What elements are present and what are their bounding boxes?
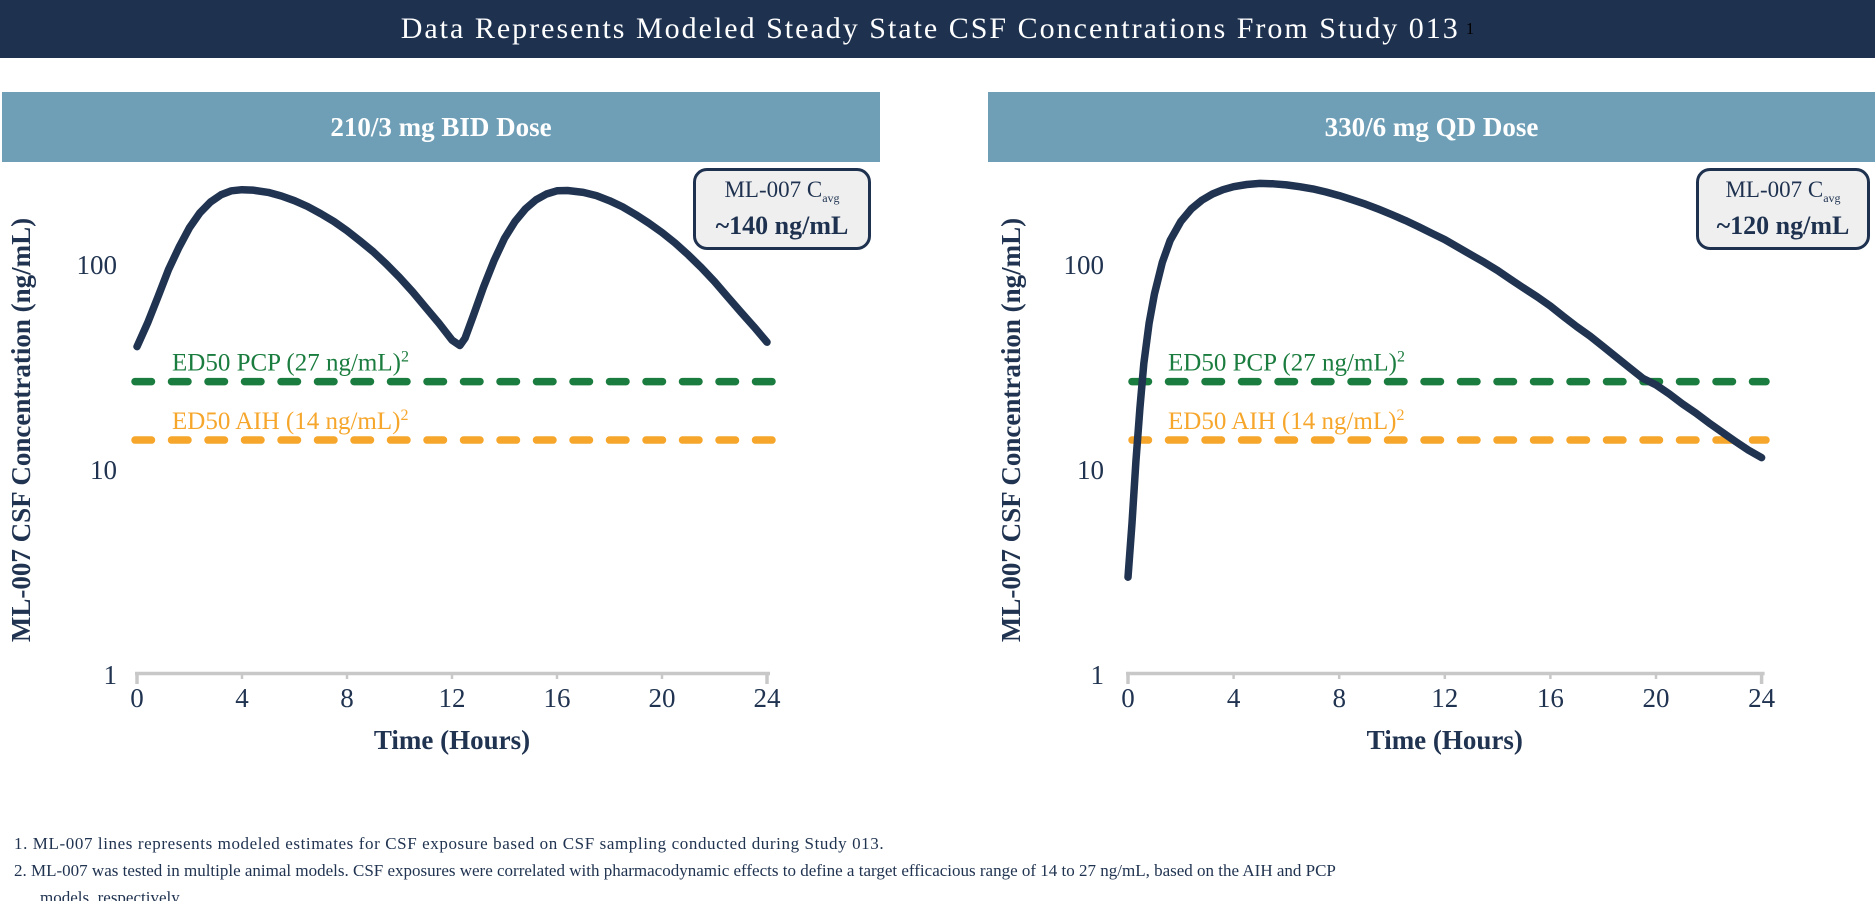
panel-title-right: 330/6 mg QD Dose (1324, 111, 1539, 142)
y-tick-label: 1 (104, 660, 118, 690)
x-tick-label: 8 (1332, 683, 1346, 713)
y-axis-title: ML-007 CSF Concentration (ng/mL) (6, 218, 36, 642)
title-bar: Data Represents Modeled Steady State CSF… (0, 0, 1875, 58)
panel-header-qd-dose: 330/6 mg QD Dose (988, 92, 1875, 162)
x-axis-title: Time (Hours) (1367, 725, 1523, 755)
page-title: Data Represents Modeled Steady State CSF… (400, 12, 1460, 45)
x-tick-label: 4 (235, 683, 249, 713)
cavg-value-left: ~140 ng/mL (715, 211, 849, 240)
cavg-label-left: ML-007 Cavg (724, 177, 840, 205)
x-tick-label: 20 (649, 683, 676, 713)
x-tick-label: 24 (1748, 683, 1776, 713)
x-tick-label: 12 (439, 683, 466, 713)
cavg-legend-right: ML-007 Cavg ~120 ng/mL (1696, 168, 1870, 250)
y-tick-label: 10 (90, 455, 117, 485)
ed50-threshold-label: ED50 AIH (14 ng/mL)2 (1168, 407, 1404, 435)
y-tick-label: 1 (1091, 660, 1105, 690)
panel-title-left: 210/3 mg BID Dose (330, 111, 552, 142)
y-tick-label: 100 (1064, 250, 1105, 280)
panel-header-bid-dose: 210/3 mg BID Dose (2, 92, 880, 162)
x-tick-label: 16 (544, 683, 571, 713)
footnote-1: 1. ML-007 lines represents modeled estim… (14, 834, 885, 853)
x-tick-label: 4 (1227, 683, 1241, 713)
ed50-threshold-label: ED50 PCP (27 ng/mL)2 (172, 349, 409, 377)
x-tick-label: 20 (1643, 683, 1670, 713)
footnote-2: 2. ML-007 was tested in multiple animal … (14, 861, 1336, 880)
y-tick-label: 10 (1077, 455, 1104, 485)
footnotes: 1. ML-007 lines represents modeled estim… (14, 830, 1514, 901)
ed50-threshold-label: ED50 PCP (27 ng/mL)2 (1168, 349, 1405, 377)
cavg-label-right: ML-007 Cavg (1725, 177, 1841, 205)
concentration-curve (1124, 179, 1766, 581)
x-tick-label: 12 (1431, 683, 1458, 713)
y-tick-label: 100 (77, 250, 118, 280)
footnote-2-continued: models, respectively. (40, 888, 183, 901)
concentration-curve (133, 185, 771, 351)
y-axis-title: ML-007 CSF Concentration (ng/mL) (996, 218, 1026, 642)
x-tick-label: 0 (1121, 683, 1135, 713)
ed50-threshold-label: ED50 AIH (14 ng/mL)2 (172, 407, 408, 435)
x-tick-label: 16 (1537, 683, 1564, 713)
x-tick-label: 0 (130, 683, 144, 713)
page-title-superscript: 1 (1465, 19, 1475, 38)
cavg-legend-left: ML-007 Cavg ~140 ng/mL (693, 168, 871, 250)
x-axis-title: Time (Hours) (374, 725, 530, 755)
x-tick-label: 8 (340, 683, 354, 713)
x-tick-label: 24 (754, 683, 782, 713)
cavg-value-right: ~120 ng/mL (1716, 211, 1850, 240)
